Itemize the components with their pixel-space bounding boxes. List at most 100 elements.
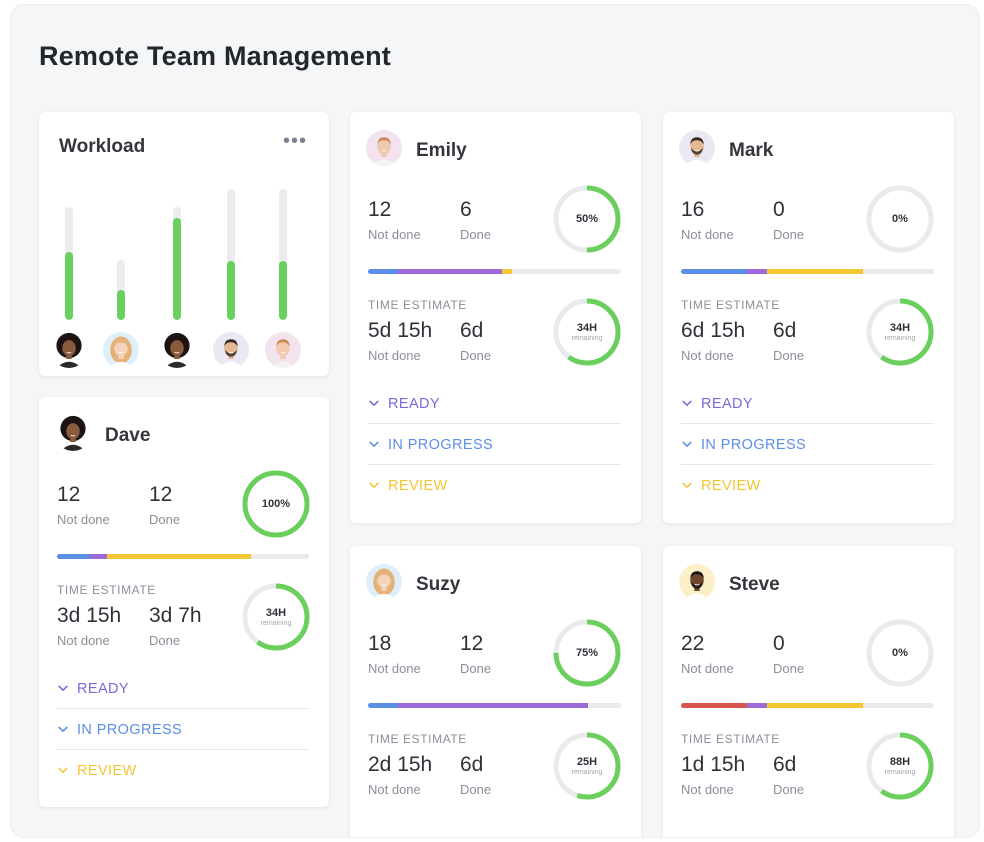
time-done: 6d [773, 753, 797, 776]
completion-ring: 0% [865, 618, 935, 688]
time-done: 3d 7h [149, 604, 202, 627]
progress-segment [107, 554, 251, 559]
status-label: READY [77, 681, 129, 697]
chevron-down-icon [368, 396, 382, 412]
chevron-down-icon [57, 722, 71, 738]
done-label: Done [460, 227, 492, 242]
status-ready[interactable]: READY [57, 681, 129, 697]
status-label: IN PROGRESS [77, 722, 183, 738]
remaining-ring: 88H remaining [865, 731, 935, 801]
not-done-count: 12 [368, 198, 392, 221]
time-not-done-label: Not done [681, 782, 734, 797]
task-progress-bar [681, 269, 934, 274]
status-in-progress[interactable]: IN PROGRESS [57, 722, 182, 738]
time-done-label: Done [773, 348, 805, 363]
not-done-label: Not done [681, 227, 734, 242]
more-dots-icon[interactable]: ••• [282, 130, 307, 152]
person-card-emily[interactable]: Emily 12 Not done 6 Done 50% TIME ESTIMATE 5d 1… [350, 112, 641, 523]
not-done-label: Not done [368, 661, 421, 676]
status-ready[interactable]: READY [368, 396, 440, 412]
remaining-label: remaining [260, 620, 292, 627]
status-in-progress[interactable]: IN PROGRESS [368, 437, 493, 453]
not-done-count: 16 [681, 198, 705, 221]
progress-segment [681, 269, 747, 274]
not-done-count: 12 [57, 483, 81, 506]
workload-bar-track [173, 207, 181, 320]
workload-avatar[interactable] [265, 332, 301, 368]
progress-segment [746, 269, 767, 274]
chevron-down-icon [57, 763, 71, 779]
time-done-label: Done [460, 782, 492, 797]
chevron-down-icon [681, 396, 695, 412]
time-not-done: 6d 15h [681, 319, 746, 342]
status-label: REVIEW [701, 478, 761, 494]
status-review[interactable]: REVIEW [681, 478, 761, 494]
workload-bar[interactable] [173, 218, 181, 320]
divider [368, 464, 621, 465]
progress-segment [398, 703, 589, 708]
time-done-label: Done [149, 633, 181, 648]
avatar [366, 130, 402, 166]
remaining-label: remaining [884, 769, 916, 776]
page-title: Remote Team Management [39, 41, 391, 71]
workload-avatar[interactable] [51, 332, 87, 368]
done-count: 12 [149, 483, 173, 506]
divider [681, 464, 934, 465]
avatar [366, 564, 402, 600]
person-card-suzy[interactable]: Suzy 18 Not done 12 Done 75% TIME ESTIMATE 2d 1… [350, 546, 641, 837]
remaining-hours: 34H [576, 322, 598, 334]
progress-segment [368, 703, 399, 708]
workload-bar-track [65, 207, 73, 320]
time-not-done: 5d 15h [368, 319, 433, 342]
completion-ring: 50% [552, 184, 622, 254]
remaining-hours: 34H [265, 607, 287, 619]
time-not-done-label: Not done [368, 348, 421, 363]
not-done-label: Not done [368, 227, 421, 242]
workload-bar[interactable] [279, 261, 287, 320]
progress-segment [398, 269, 503, 274]
chevron-down-icon [57, 681, 71, 697]
completion-percent: 0% [892, 647, 908, 659]
person-card-dave[interactable]: Dave 12 Not done 12 Done 100% TIME ESTIMATE 3d … [39, 397, 329, 807]
done-label: Done [460, 661, 492, 676]
remaining-ring: 34H remaining [552, 297, 622, 367]
time-not-done: 1d 15h [681, 753, 746, 776]
workload-avatar[interactable] [159, 332, 195, 368]
time-not-done-label: Not done [57, 633, 110, 648]
time-not-done-label: Not done [681, 348, 734, 363]
status-label: IN PROGRESS [388, 437, 494, 453]
status-label: REVIEW [77, 763, 137, 779]
task-progress-bar [57, 554, 309, 559]
progress-segment [767, 703, 864, 708]
person-name: Dave [105, 425, 151, 446]
divider [57, 749, 309, 750]
progress-segment [767, 269, 864, 274]
workload-bar[interactable] [227, 261, 235, 320]
task-progress-bar [368, 269, 621, 274]
status-label: REVIEW [388, 478, 448, 494]
person-name: Steve [729, 574, 780, 595]
time-done-label: Done [460, 348, 492, 363]
person-card-mark[interactable]: Mark 16 Not done 0 Done 0% TIME ESTIMATE 6d 15h… [663, 112, 954, 523]
status-review[interactable]: REVIEW [368, 478, 448, 494]
status-ready[interactable]: READY [681, 396, 753, 412]
workload-avatar[interactable] [103, 332, 139, 368]
person-card-steve[interactable]: Steve 22 Not done 0 Done 0% TIME ESTIMATE 1d 15… [663, 546, 954, 837]
person-name: Suzy [416, 574, 461, 595]
status-in-progress[interactable]: IN PROGRESS [681, 437, 806, 453]
person-name: Emily [416, 140, 467, 161]
remaining-label: remaining [571, 769, 603, 776]
progress-segment [57, 554, 90, 559]
workload-card: Workload ••• [39, 112, 329, 376]
avatar [679, 564, 715, 600]
remaining-hours: 25H [576, 756, 598, 768]
workload-bar-track [117, 260, 125, 320]
workload-avatar[interactable] [213, 332, 249, 368]
workload-bar[interactable] [117, 290, 125, 320]
completion-percent: 0% [892, 213, 908, 225]
workload-bar[interactable] [65, 252, 73, 320]
status-review[interactable]: REVIEW [57, 763, 137, 779]
completion-percent: 50% [575, 213, 599, 225]
progress-segment [746, 703, 767, 708]
chevron-down-icon [681, 478, 695, 494]
